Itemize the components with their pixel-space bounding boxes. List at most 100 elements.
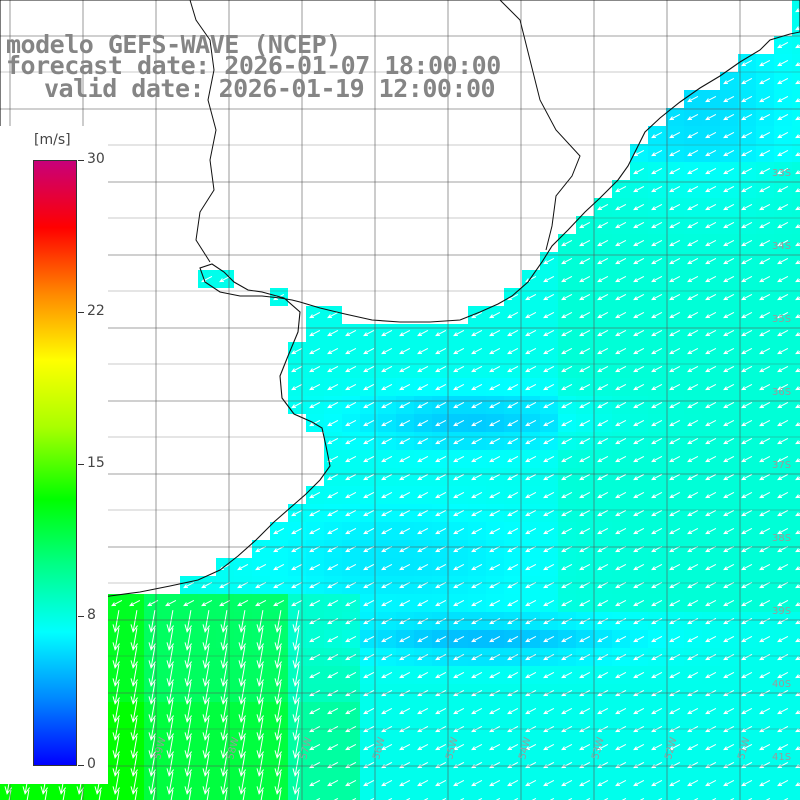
wind-arrow: [327, 743, 339, 751]
wind-arrow: [381, 527, 393, 535]
wind-arrow: [615, 473, 627, 481]
wind-arrow: [669, 653, 681, 661]
wind-arrow: [489, 653, 501, 661]
wind-speed-cell: [234, 792, 252, 800]
wind-arrow: [435, 383, 447, 391]
wind-arrow: [381, 509, 393, 517]
wind-arrow: [675, 797, 681, 800]
wind-arrow: [166, 736, 175, 759]
wind-arrow: [507, 617, 519, 625]
wind-arrow: [274, 700, 283, 723]
wind-arrow: [201, 599, 213, 607]
colorbar-tick-mark: [78, 616, 84, 617]
wind-arrow: [741, 59, 753, 67]
wind-arrow: [741, 473, 753, 481]
wind-arrow: [363, 383, 375, 391]
wind-arrow: [795, 620, 800, 625]
wind-arrow: [345, 761, 357, 769]
wind-arrow: [741, 509, 753, 517]
wind-arrow: [309, 635, 321, 643]
wind-arrow: [220, 736, 229, 759]
wind-speed-cell: [792, 198, 800, 216]
wind-arrow: [417, 491, 429, 499]
wind-arrow: [777, 149, 789, 157]
wind-arrow: [777, 761, 789, 769]
wind-arrow: [633, 311, 645, 319]
wind-arrow: [723, 383, 735, 391]
wind-arrow: [597, 527, 609, 535]
wind-arrow: [723, 221, 735, 229]
wind-arrow: [615, 635, 627, 643]
wind-arrow: [795, 494, 800, 499]
wind-arrow: [543, 347, 555, 355]
wind-arrow: [489, 761, 501, 769]
wind-arrow: [795, 134, 800, 139]
wind-arrow: [471, 509, 483, 517]
wind-arrow: [579, 509, 591, 517]
wind-arrow: [777, 437, 789, 445]
wind-arrow: [759, 617, 771, 625]
wind-arrow: [274, 628, 283, 651]
wind-arrow: [405, 797, 411, 800]
wind-arrow: [327, 383, 339, 391]
wind-arrow: [615, 203, 627, 211]
wind-arrow: [327, 473, 339, 481]
wind-arrow: [615, 185, 627, 193]
wind-arrow: [471, 707, 483, 715]
wind-arrow: [795, 512, 800, 517]
wind-arrow: [741, 383, 753, 391]
wind-arrow: [741, 131, 753, 139]
wind-arrow: [525, 293, 537, 301]
wind-arrow: [273, 563, 285, 571]
wind-arrow: [633, 149, 645, 157]
wind-arrow: [309, 779, 321, 787]
wind-arrow: [417, 527, 429, 535]
wind-speed-cell: [360, 792, 378, 800]
wind-arrow: [741, 491, 753, 499]
wind-speed-cell: [792, 360, 800, 378]
wind-arrow: [579, 329, 591, 337]
wind-arrow: [148, 772, 157, 795]
wind-arrow: [633, 653, 645, 661]
wind-arrow: [471, 365, 483, 373]
wind-arrow: [543, 293, 555, 301]
wind-arrow: [579, 743, 591, 751]
wind-arrow: [561, 527, 573, 535]
wind-speed-cell: [792, 756, 800, 774]
wind-arrow: [381, 455, 393, 463]
wind-arrow: [399, 347, 411, 355]
wind-arrow: [148, 754, 157, 777]
wind-arrow: [741, 311, 753, 319]
wind-arrow: [723, 437, 735, 445]
wind-arrow: [795, 206, 800, 211]
wind-arrow: [567, 797, 573, 800]
wind-arrow: [687, 563, 699, 571]
wind-arrow: [525, 491, 537, 499]
wind-arrow: [741, 743, 753, 751]
wind-arrow: [453, 635, 465, 643]
wind-arrow: [219, 599, 231, 607]
wind-speed-cell: [612, 792, 630, 800]
model-title: modelo GEFS-WAVE (NCEP): [6, 30, 341, 59]
wind-arrow: [651, 365, 663, 373]
wind-arrow: [453, 617, 465, 625]
wind-arrow: [309, 419, 321, 427]
wind-arrow: [369, 797, 375, 800]
wind-arrow: [543, 419, 555, 427]
wind-arrow: [148, 736, 157, 759]
wind-arrow: [98, 790, 102, 800]
wind-arrow: [723, 77, 735, 85]
wind-arrow: [188, 790, 192, 800]
wind-arrow: [795, 656, 800, 661]
wind-arrow: [435, 419, 447, 427]
wind-arrow: [759, 239, 771, 247]
wind-arrow: [417, 563, 429, 571]
wind-arrow: [669, 347, 681, 355]
wind-arrow: [795, 116, 800, 121]
wind-arrow: [741, 203, 753, 211]
wind-arrow: [543, 779, 555, 787]
wind-arrow: [741, 761, 753, 769]
wind-arrow: [543, 509, 555, 517]
wind-arrow: [435, 473, 447, 481]
wind-speed-cell: [180, 792, 198, 800]
